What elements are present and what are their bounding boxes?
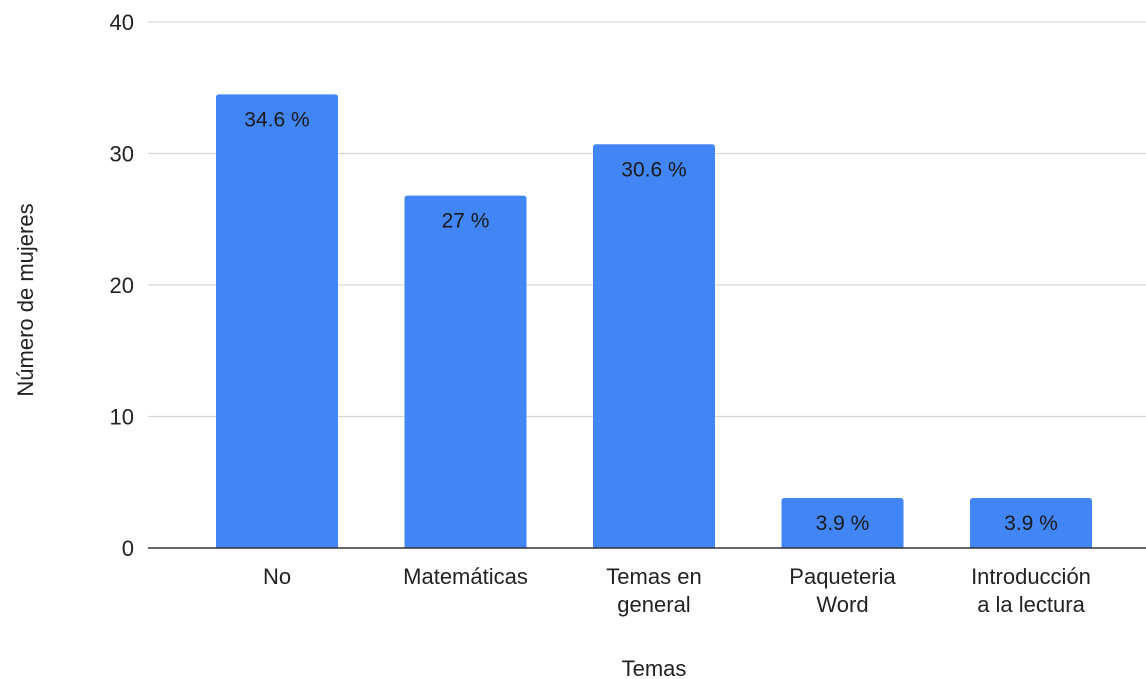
y-tick-label: 20 <box>110 273 134 298</box>
x-category-label: No <box>263 564 291 589</box>
bars <box>216 94 1092 549</box>
bar <box>216 94 338 548</box>
x-category-label: Temas en general <box>606 564 701 617</box>
x-category-label: Paqueteria Word <box>789 564 896 617</box>
y-tick-label: 40 <box>110 10 134 35</box>
data-label: 30.6 % <box>621 158 686 181</box>
bar <box>781 498 904 548</box>
y-tick-label: 10 <box>110 405 134 430</box>
y-tick-labels: 0 10 20 30 40 <box>110 10 134 561</box>
data-label: 3.9 % <box>1004 512 1058 535</box>
x-axis-title: Temas <box>622 656 687 679</box>
bar <box>593 144 715 549</box>
data-labels: 34.6 % 27 % 30.6 % 3.9 % 3.9 % <box>244 108 1058 535</box>
x-category-labels: No Matemáticas Temas en general Paqueteria Wo… <box>263 564 1091 617</box>
y-tick-label: 30 <box>110 142 134 167</box>
data-label: 34.6 % <box>244 108 309 131</box>
bar <box>404 195 527 548</box>
bar <box>970 498 1092 548</box>
y-tick-label: 0 <box>122 536 134 561</box>
y-axis-title: Número de mujeres <box>13 203 38 396</box>
data-label: 27 % <box>442 210 490 233</box>
x-category-label: Introducción a la lectura <box>971 564 1091 617</box>
x-category-label: Matemáticas <box>403 564 528 589</box>
data-label: 3.9 % <box>816 512 870 535</box>
